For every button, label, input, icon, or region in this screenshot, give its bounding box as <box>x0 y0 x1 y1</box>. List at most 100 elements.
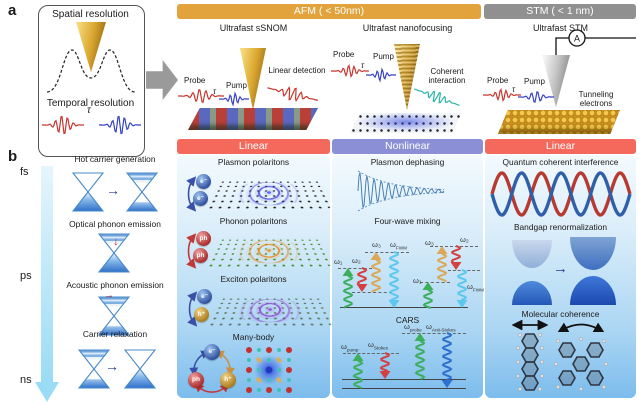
small-right-arrow-icon: → <box>104 290 114 301</box>
timescale-arrow-head <box>35 382 59 402</box>
omega1-label: ω₁ <box>334 257 343 266</box>
nano-tau-label: τ <box>361 61 364 70</box>
fwm-virtual-level <box>365 252 409 253</box>
nano-signal-label: Coherent interaction <box>428 67 466 86</box>
dirac-cone-acoustic <box>97 296 131 336</box>
phonon-ball: ph <box>188 372 204 388</box>
many-body-atom-grid <box>246 347 292 393</box>
nano-sample-surface <box>350 113 462 133</box>
item-phonon-polaritons-label: Phonon polaritons <box>219 216 288 226</box>
star-molecule <box>554 337 608 391</box>
fwm-virtual-level <box>420 282 450 283</box>
process-hot-carrier-label: Hot carrier generation <box>74 154 156 164</box>
omega-antistokes-label: ωAnti-Stokes <box>426 322 456 333</box>
hole-ball: h⁺ <box>220 372 236 388</box>
item-exciton-polaritons-label: Exciton polaritons <box>220 274 287 284</box>
omega2-label: ω₂ <box>460 235 469 244</box>
electron-pair-arrow <box>186 176 196 212</box>
fwm-ground-level <box>340 307 468 308</box>
stm-pump-label: Pump <box>524 77 545 86</box>
process-acoustic-phonon-label: Acoustic phonon emission <box>66 280 164 290</box>
technique-title-ssnom: Ultrafast sSNOM <box>219 23 288 33</box>
right-arrow-icon: → <box>106 182 120 198</box>
fwm-omega3-arrow <box>435 246 449 287</box>
fwm-signal-arrow <box>387 251 401 313</box>
stm-tau-label: τ <box>512 85 515 94</box>
timescale-arrow-body <box>41 166 53 382</box>
fwm-omega1-arrow <box>341 268 355 313</box>
process-optical-phonon-label: Optical phonon emission <box>69 219 161 229</box>
panel-a-label: a <box>8 2 17 19</box>
interference-wave-red <box>490 171 632 221</box>
item-many-body-label: Many-body <box>232 332 275 342</box>
plasmon-ripple <box>222 181 316 206</box>
omega1-label: ω₁ <box>413 276 422 285</box>
nano-probe-wave <box>331 64 369 83</box>
ssnom-signal-label: Linear detection <box>268 66 326 75</box>
mode-bar-linear-1: Linear <box>177 139 330 154</box>
stm-sample-surface <box>498 110 620 134</box>
omega-stokes-label: ωStokes <box>368 340 389 351</box>
phonon-lattice <box>206 238 332 267</box>
probe-pulse-wave <box>42 114 84 141</box>
timescale-ps-label: ps <box>20 270 32 282</box>
ssnom-signal-wave <box>264 80 320 113</box>
stm-probe-wave <box>483 88 521 107</box>
hole-ball: h⁺ <box>194 307 209 322</box>
fwm-signal-arrow <box>455 269 469 313</box>
mode-bar-linear-2: Linear <box>485 139 636 154</box>
process-carrier-relaxation-label: Carrier relaxation <box>82 329 148 339</box>
cars-virtual-level <box>402 333 466 334</box>
spatial-psf-curve <box>46 49 136 93</box>
technique-title-stm: Ultrafast STM <box>532 23 588 33</box>
stm-ammeter-circuit: A <box>555 29 636 55</box>
omega3-label: ω₃ <box>425 238 434 247</box>
fwm-virtual-level <box>338 268 372 269</box>
stm-pump-wave <box>518 90 554 109</box>
electron-ball: e⁻ <box>197 289 212 304</box>
omega-fwm-label: ωFWM <box>467 282 484 293</box>
omega2-label: ω₂ <box>352 256 361 265</box>
translation-double-arrow <box>512 320 548 330</box>
ammeter-label: A <box>574 34 580 44</box>
electron-ball: e⁻ <box>204 344 220 360</box>
item-molecular-coherence-label: Molecular coherence <box>521 309 600 319</box>
phonon-ball: ph <box>193 248 208 263</box>
fwm-omega3-arrow <box>369 252 383 297</box>
cars-pump-arrow <box>351 353 365 393</box>
dirac-cone-relaxing <box>77 349 111 389</box>
electron-ball: e⁻ <box>193 191 208 206</box>
ssnom-pump-wave <box>219 91 249 111</box>
cars-antistokes-arrow <box>440 332 454 393</box>
item-bandgap-renormalization-label: Bandgap renormalization <box>513 222 608 232</box>
ssnom-pump-label: Pump <box>226 81 247 90</box>
item-cars-label: CARS <box>395 315 420 325</box>
nano-pump-wave <box>366 67 396 87</box>
fwm-omega1-arrow <box>421 282 435 313</box>
omega-probe-label: ωprobe <box>404 322 422 333</box>
right-arrow-icon: → <box>105 358 119 374</box>
fwm-omega2-arrow <box>355 267 369 297</box>
tau-delay-label: τ <box>87 105 91 116</box>
cars-probe-arrow <box>413 333 427 384</box>
ssnom-tau-label: τ <box>213 87 216 96</box>
omega-pump-label: ωpump <box>341 342 359 353</box>
technique-title-nanofocusing: Ultrafast nanofocusing <box>362 23 453 33</box>
cars-vibrational-level <box>342 379 466 380</box>
ssnom-sample-surface <box>188 108 318 130</box>
cars-ground-level <box>342 388 466 389</box>
phonon-pair-arrow <box>186 233 196 269</box>
stm-header-bar: STM ( < 1 nm) <box>484 4 636 19</box>
interference-wave-blue <box>490 171 632 221</box>
nano-pump-label: Pump <box>373 52 394 61</box>
mode-bar-nonlinear: Nonlinear <box>332 139 483 154</box>
rotation-double-arrow <box>557 322 605 332</box>
fwm-virtual-level <box>430 246 478 247</box>
right-arrow-icon: → <box>553 260 568 277</box>
item-four-wave-mixing-label: Four-wave mixing <box>374 216 441 226</box>
item-plasmon-dephasing-label: Plasmon dephasing <box>370 157 445 167</box>
nano-signal-wave <box>410 82 462 116</box>
dirac-cone-relaxed <box>123 349 157 389</box>
omega-fwm-label: ωFWM <box>390 240 407 251</box>
